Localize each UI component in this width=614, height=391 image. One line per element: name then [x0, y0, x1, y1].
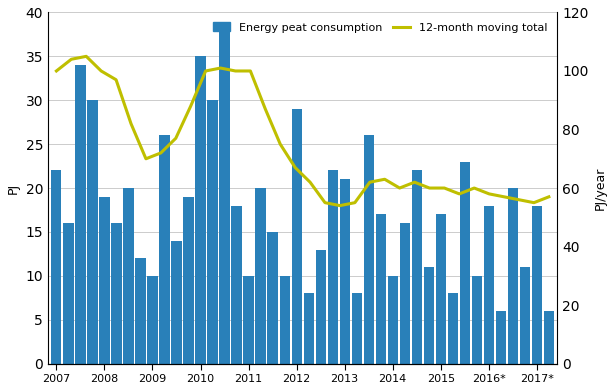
Bar	[400, 223, 410, 364]
Bar	[184, 197, 193, 364]
Bar	[363, 135, 374, 364]
Bar	[195, 56, 206, 364]
Y-axis label: PJ/year: PJ/year	[594, 166, 607, 210]
Bar	[376, 214, 386, 364]
Bar	[87, 100, 98, 364]
Bar	[387, 276, 398, 364]
Bar	[268, 232, 278, 364]
Y-axis label: PJ: PJ	[7, 183, 20, 194]
Bar	[436, 214, 446, 364]
Bar	[508, 188, 518, 364]
Bar	[255, 188, 266, 364]
Bar	[532, 206, 542, 364]
Bar	[99, 197, 109, 364]
Bar	[147, 276, 158, 364]
Bar	[292, 109, 301, 364]
Legend: Energy peat consumption, 12-month moving total: Energy peat consumption, 12-month moving…	[209, 18, 552, 37]
Bar	[472, 276, 482, 364]
Bar	[340, 179, 350, 364]
Bar	[544, 311, 554, 364]
Bar	[411, 170, 422, 364]
Bar	[171, 241, 182, 364]
Bar	[123, 188, 134, 364]
Bar	[63, 223, 74, 364]
Bar	[327, 170, 338, 364]
Bar	[448, 293, 458, 364]
Bar	[231, 206, 242, 364]
Bar	[352, 293, 362, 364]
Bar	[160, 135, 169, 364]
Bar	[244, 276, 254, 364]
Bar	[279, 276, 290, 364]
Bar	[460, 162, 470, 364]
Bar	[219, 30, 230, 364]
Bar	[76, 65, 85, 364]
Bar	[303, 293, 314, 364]
Bar	[135, 258, 146, 364]
Bar	[519, 267, 530, 364]
Bar	[484, 206, 494, 364]
Bar	[424, 267, 434, 364]
Bar	[111, 223, 122, 364]
Bar	[495, 311, 506, 364]
Bar	[316, 249, 326, 364]
Bar	[52, 170, 61, 364]
Bar	[208, 100, 217, 364]
